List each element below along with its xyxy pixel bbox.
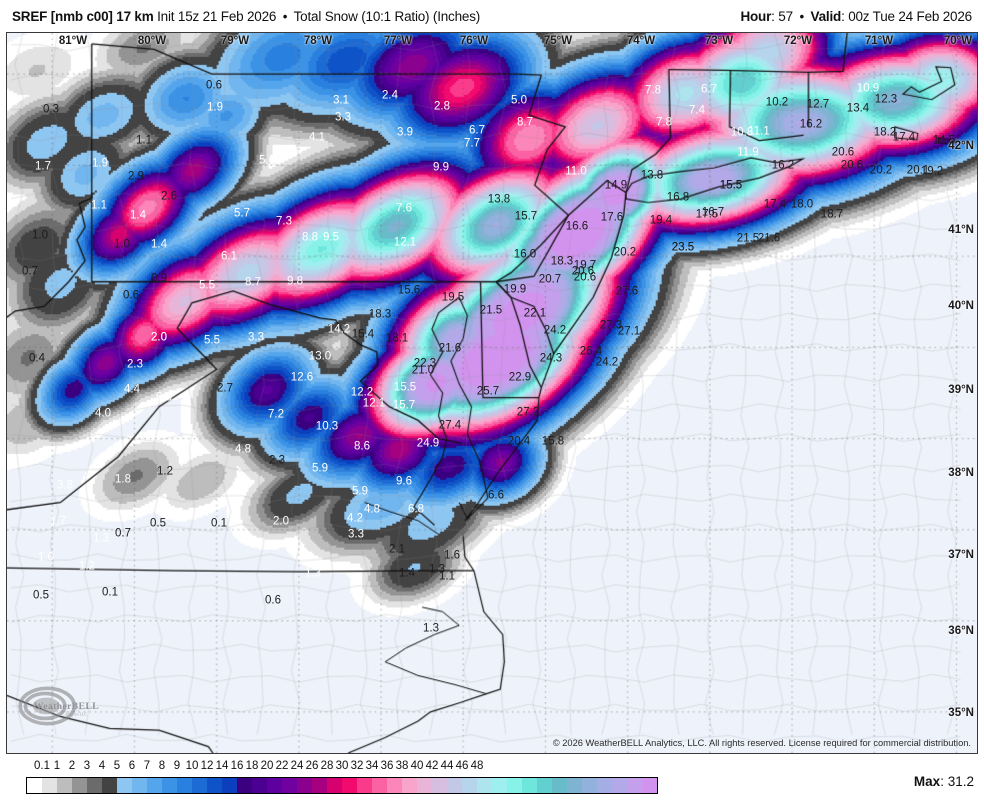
colorbar-swatch xyxy=(642,778,657,793)
colorbar-tick: 22 xyxy=(275,760,289,772)
colorbar-tick: 7 xyxy=(143,760,151,772)
colorbar-swatch xyxy=(207,778,222,793)
colorbar-swatch xyxy=(627,778,642,793)
colorbar-tick: 14 xyxy=(215,760,229,772)
colorbar-tick-labels: 0.1 1 2 3 4 5 6 7 8 9 10 12 14 16 18 20 22 24 26 28 30 32 34 36… xyxy=(6,760,978,775)
colorbar-swatch xyxy=(222,778,237,793)
colorbar-swatch xyxy=(147,778,162,793)
colorbar-swatch xyxy=(477,778,492,793)
colorbar-swatch xyxy=(132,778,147,793)
colorbar-tick: 42 xyxy=(425,760,439,772)
map-title: SREF [nmb c00] 17 km Init 15z 21 Feb 202… xyxy=(12,9,480,24)
colorbar-swatch xyxy=(567,778,582,793)
colorbar-swatch xyxy=(417,778,432,793)
colorbar-swatch xyxy=(342,778,357,793)
colorbar-tick: 16 xyxy=(230,760,244,772)
colorbar-legend: 0.1 1 2 3 4 5 6 7 8 9 10 12 14 16 18 20 22 24 26 28 30 32 34 36… xyxy=(6,760,978,806)
colorbar-tick: 20 xyxy=(260,760,274,772)
colorbar-swatch xyxy=(612,778,627,793)
colorbar-tick: 1 xyxy=(53,760,61,772)
colorbar-swatch xyxy=(357,778,372,793)
max-value: 31.2 xyxy=(947,774,974,789)
colorbar-swatch xyxy=(387,778,402,793)
colorbar-tick: 18 xyxy=(245,760,259,772)
colorbar-swatch xyxy=(312,778,327,793)
max-value-readout: Max: 31.2 xyxy=(913,774,974,789)
colorbar-swatch xyxy=(297,778,312,793)
colorbar-swatch xyxy=(552,778,567,793)
colorbar-swatch xyxy=(117,778,132,793)
colorbar-swatch xyxy=(237,778,252,793)
field-name: Total Snow (10:1 Ratio) (Inches) xyxy=(293,8,481,24)
colorbar-swatch xyxy=(192,778,207,793)
colorbar-tick: 38 xyxy=(395,760,409,772)
colorbar-swatch xyxy=(162,778,177,793)
colorbar-swatch xyxy=(27,778,42,793)
colorbar-tick: 3 xyxy=(83,760,91,772)
snow-accumulation-raster xyxy=(7,33,977,753)
colorbar-swatch xyxy=(267,778,282,793)
colorbar-swatch xyxy=(42,778,57,793)
colorbar-swatch xyxy=(57,778,72,793)
colorbar-tick: 5 xyxy=(113,760,121,772)
colorbar-swatch xyxy=(87,778,102,793)
colorbar-tick: 6 xyxy=(128,760,136,772)
hour-value: 57 xyxy=(778,8,793,24)
colorbar-swatch xyxy=(507,778,522,793)
colorbar-tick: 34 xyxy=(365,760,379,772)
colorbar-tick: 2 xyxy=(68,760,76,772)
colorbar-swatch xyxy=(177,778,192,793)
colorbar-tick: 36 xyxy=(380,760,394,772)
colorbar-swatch xyxy=(432,778,447,793)
colorbar-tick: 26 xyxy=(305,760,319,772)
colorbar-tick: 46 xyxy=(455,760,469,772)
colorbar-tick: 10 xyxy=(185,760,199,772)
colorbar-tick: 12 xyxy=(200,760,214,772)
colorbar-swatch xyxy=(492,778,507,793)
valid-info: Hour: 57 • Valid: 00z Tue 24 Feb 2026 xyxy=(740,8,972,24)
colorbar-tick: 8 xyxy=(158,760,166,772)
colorbar-tick: 40 xyxy=(410,760,424,772)
colorbar-swatch xyxy=(522,778,537,793)
colorbar-tick: 44 xyxy=(440,760,454,772)
colorbar-swatch xyxy=(597,778,612,793)
colorbar-tick: 0.1 xyxy=(34,760,50,772)
colorbar-tick: 30 xyxy=(335,760,349,772)
max-label: Max xyxy=(913,774,941,789)
colorbar-swatches xyxy=(26,777,658,794)
title-bullet: • xyxy=(282,8,288,24)
valid-label: Valid xyxy=(810,8,842,24)
colorbar-swatch xyxy=(372,778,387,793)
colorbar-swatch xyxy=(582,778,597,793)
colorbar-swatch xyxy=(447,778,462,793)
colorbar-tick: 9 xyxy=(173,760,181,772)
valid-bullet: • xyxy=(799,8,804,24)
colorbar-swatch xyxy=(252,778,267,793)
colorbar-swatch xyxy=(282,778,297,793)
colorbar-tick: 32 xyxy=(350,760,364,772)
colorbar-swatch xyxy=(402,778,417,793)
colorbar-swatch xyxy=(72,778,87,793)
weather-map[interactable]: 81°W 80°W 79°W 78°W 77°W 76°W 75°W 74°W 73°W 72°W… xyxy=(6,32,978,754)
copyright-notice: © 2026 WeatherBELL Analytics, LLC. All r… xyxy=(552,738,971,748)
colorbar-tick: 48 xyxy=(470,760,484,772)
header-bar: SREF [nmb c00] 17 km Init 15z 21 Feb 202… xyxy=(0,0,984,32)
colorbar-swatch xyxy=(462,778,477,793)
valid-value: 00z Tue 24 Feb 2026 xyxy=(848,8,972,24)
hour-label: Hour xyxy=(740,8,772,24)
init-time: Init 15z 21 Feb 2026 xyxy=(157,8,277,24)
colorbar-tick: 28 xyxy=(320,760,334,772)
colorbar-swatch xyxy=(327,778,342,793)
colorbar-swatch xyxy=(537,778,552,793)
colorbar-tick: 4 xyxy=(98,760,106,772)
colorbar-tick: 24 xyxy=(290,760,304,772)
colorbar-swatch xyxy=(102,778,117,793)
model-name: SREF [nmb c00] 17 km xyxy=(12,8,154,24)
